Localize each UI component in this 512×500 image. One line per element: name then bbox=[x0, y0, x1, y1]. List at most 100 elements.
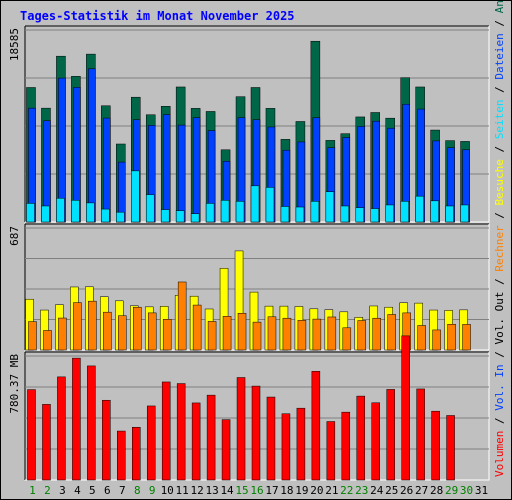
bar-hits-dateien-day-12 bbox=[192, 117, 201, 223]
x-tick-label-day-8: 8 bbox=[134, 484, 141, 497]
bar-volume-volumen-day-25 bbox=[386, 389, 395, 481]
x-tick-label-day-21: 21 bbox=[325, 484, 338, 497]
bar-visits-rechner-day-17 bbox=[267, 316, 277, 351]
bar-visits-rechner-day-5 bbox=[88, 300, 97, 351]
x-tick-label-day-9: 9 bbox=[149, 484, 156, 497]
bar-visits-rechner-day-16 bbox=[252, 321, 262, 351]
side-legend-item-9: / bbox=[493, 139, 506, 159]
bar-hits-seiten-day-15 bbox=[235, 201, 245, 223]
side-legend-item-3: / bbox=[493, 345, 506, 365]
side-legend-item-4: Vol. Out bbox=[493, 292, 506, 345]
bar-visits-rechner-day-4 bbox=[73, 302, 82, 351]
bar-hits-seiten-day-6 bbox=[101, 208, 110, 223]
bar-hits-seiten-day-7 bbox=[116, 211, 125, 223]
bar-visits-rechner-day-6 bbox=[103, 311, 112, 351]
bar-hits-seiten-day-13 bbox=[205, 203, 215, 223]
bar-volume-volumen-day-27 bbox=[416, 388, 425, 481]
x-tick-label-day-3: 3 bbox=[59, 484, 66, 497]
x-tick-label-day-27: 27 bbox=[415, 484, 428, 497]
bar-visits-rechner-day-19 bbox=[297, 320, 307, 351]
bar-volume-volumen-day-4 bbox=[72, 357, 81, 481]
x-tick-label-day-24: 24 bbox=[370, 484, 384, 497]
bar-visits-rechner-day-27 bbox=[417, 325, 426, 351]
bar-volume-volumen-day-19 bbox=[296, 407, 306, 481]
bar-volume-volumen-day-2 bbox=[42, 404, 51, 481]
bar-volume-volumen-day-13 bbox=[206, 394, 216, 481]
bar-hits-seiten-day-8 bbox=[131, 170, 140, 223]
x-tick-label-day-4: 4 bbox=[74, 484, 81, 497]
bar-hits-dateien-day-6 bbox=[103, 117, 111, 223]
bar-hits-dateien-day-11 bbox=[177, 124, 186, 223]
x-tick-label-day-14: 14 bbox=[220, 484, 234, 497]
bar-hits-seiten-day-16 bbox=[250, 185, 260, 223]
side-legend: Volumen / Vol. In / Vol. Out / Rechner /… bbox=[493, 0, 506, 477]
bar-hits-dateien-day-5 bbox=[88, 68, 96, 223]
bar-hits-seiten-day-27 bbox=[415, 195, 424, 223]
bar-volume-volumen-day-24 bbox=[371, 402, 380, 481]
bar-hits-dateien-day-24 bbox=[372, 120, 380, 223]
bar-hits-seiten-day-14 bbox=[220, 200, 230, 223]
x-tick-label-day-30: 30 bbox=[460, 484, 473, 497]
x-tick-label-day-28: 28 bbox=[430, 484, 443, 497]
bar-volume-volumen-day-21 bbox=[326, 421, 336, 481]
x-tick-label-day-11: 11 bbox=[176, 484, 189, 497]
bar-volume-volumen-day-12 bbox=[191, 402, 201, 481]
bar-volume-volumen-day-29 bbox=[446, 415, 455, 481]
bar-hits-seiten-day-1 bbox=[26, 203, 35, 223]
bar-visits-rechner-day-8 bbox=[133, 306, 142, 351]
side-legend-item-7: / bbox=[493, 205, 506, 225]
panel-visits-ymax-label: 687 bbox=[8, 226, 21, 246]
bar-visits-rechner-day-23 bbox=[357, 320, 367, 351]
bar-volume-volumen-day-28 bbox=[431, 410, 440, 481]
side-legend-item-10: Seiten bbox=[493, 99, 506, 139]
bar-visits-rechner-day-15 bbox=[237, 312, 247, 351]
bar-volume-volumen-day-26 bbox=[401, 335, 410, 481]
bar-visits-rechner-day-25 bbox=[387, 314, 396, 351]
bar-hits-seiten-day-22 bbox=[340, 205, 350, 223]
bar-visits-rechner-day-29 bbox=[447, 324, 456, 351]
bar-visits-rechner-day-7 bbox=[118, 315, 127, 351]
bar-visits-rechner-day-1 bbox=[28, 321, 37, 351]
x-tick-label-day-5: 5 bbox=[89, 484, 96, 497]
x-tick-label-day-6: 6 bbox=[104, 484, 111, 497]
side-legend-item-0: Volumen bbox=[493, 431, 506, 477]
bar-volume-volumen-day-6 bbox=[102, 399, 111, 481]
bar-hits-seiten-day-10 bbox=[160, 209, 170, 223]
bar-volume-volumen-day-11 bbox=[176, 383, 186, 481]
bar-visits-rechner-day-13 bbox=[207, 321, 217, 351]
bar-hits-seiten-day-5 bbox=[86, 202, 95, 223]
bar-volume-volumen-day-16 bbox=[251, 385, 261, 481]
bar-hits-seiten-day-3 bbox=[56, 197, 65, 223]
bar-volume-volumen-day-8 bbox=[132, 426, 141, 481]
bar-volume-volumen-day-3 bbox=[57, 376, 66, 481]
bar-hits-seiten-day-23 bbox=[355, 207, 365, 223]
bar-hits-dateien-day-10 bbox=[162, 114, 171, 223]
bar-visits-rechner-day-24 bbox=[372, 317, 381, 351]
chart-title: Tages-Statistik im Monat November 2025 bbox=[20, 9, 295, 23]
bar-hits-seiten-day-30 bbox=[460, 204, 469, 223]
bar-volume-volumen-day-22 bbox=[341, 411, 351, 481]
x-tick-label-day-15: 15 bbox=[235, 484, 248, 497]
x-tick-label-day-20: 20 bbox=[310, 484, 323, 497]
panel-volume-ymax-label: 780.37 MB bbox=[8, 354, 21, 414]
bar-visits-rechner-day-9 bbox=[147, 312, 157, 351]
side-legend-item-8: Besuche bbox=[493, 159, 506, 205]
bar-volume-volumen-day-10 bbox=[161, 381, 171, 481]
x-tick-label-day-31: 31 bbox=[475, 484, 488, 497]
bar-volume-volumen-day-17 bbox=[266, 396, 276, 481]
bar-hits-seiten-day-20 bbox=[310, 201, 320, 223]
side-legend-item-1: / bbox=[493, 411, 506, 431]
bar-hits-seiten-day-28 bbox=[430, 200, 439, 223]
bar-hits-seiten-day-9 bbox=[145, 194, 155, 223]
bar-volume-volumen-day-9 bbox=[146, 405, 156, 481]
bar-volume-volumen-day-7 bbox=[117, 430, 126, 481]
side-legend-item-11: / bbox=[493, 80, 506, 100]
x-tick-label-day-17: 17 bbox=[265, 484, 278, 497]
x-tick-label-day-23: 23 bbox=[355, 484, 368, 497]
x-tick-label-day-12: 12 bbox=[191, 484, 204, 497]
side-legend-item-14: Anfragen bbox=[493, 0, 506, 13]
panel-hits-ymax-label: 18585 bbox=[8, 28, 21, 61]
bar-visits-rechner-day-22 bbox=[342, 327, 352, 351]
